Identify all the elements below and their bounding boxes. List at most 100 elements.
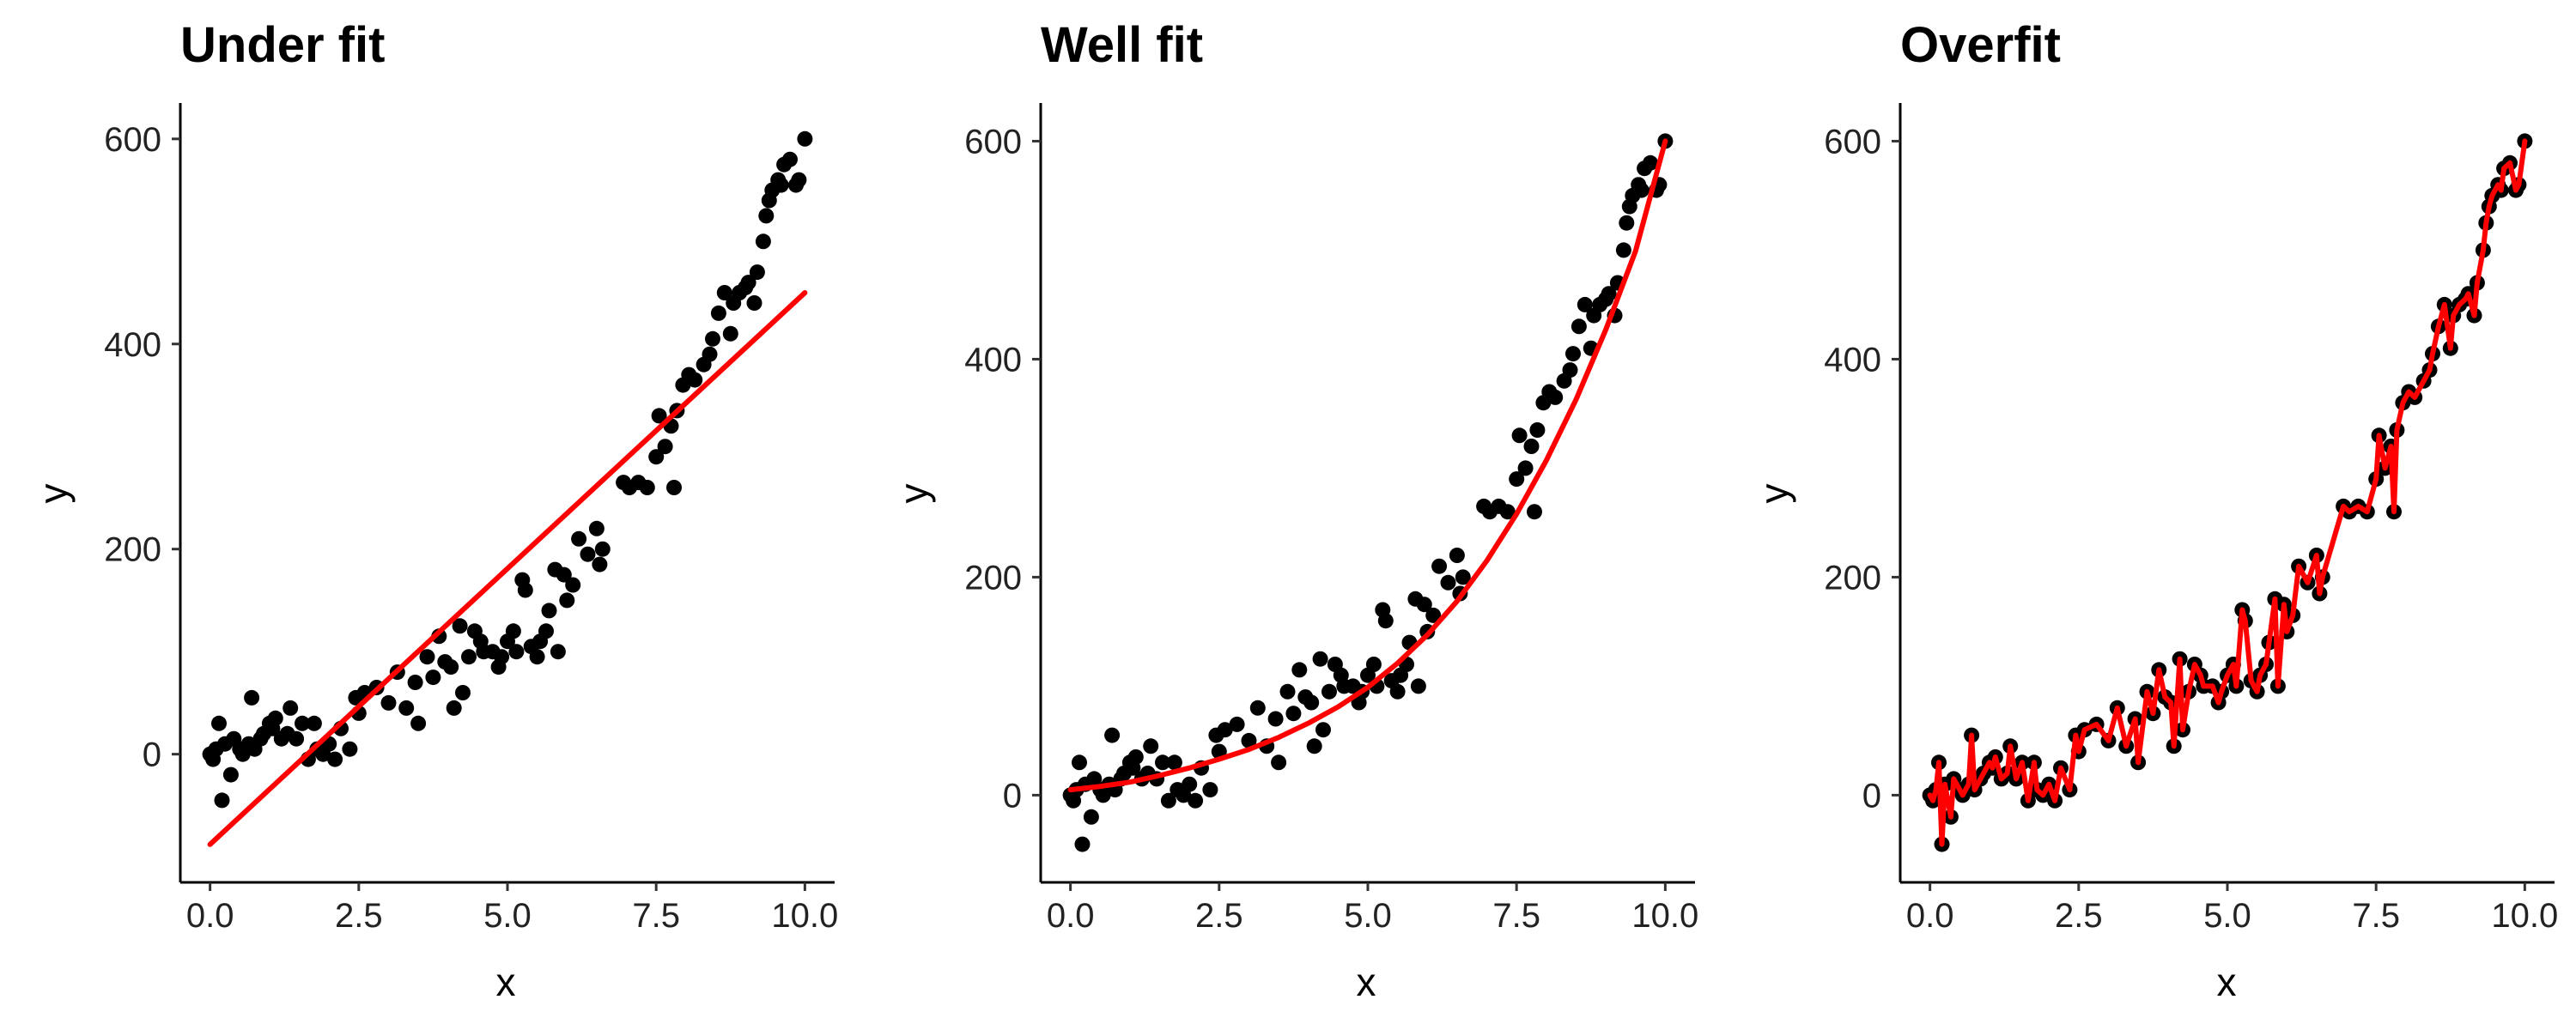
data-point [1565,346,1581,362]
data-point [550,644,566,660]
data-point [1619,215,1635,231]
data-point [1083,809,1099,825]
x-tick-label: 7.5 [2352,897,2400,935]
data-point [1523,439,1540,454]
data-point [541,603,557,619]
data-point [283,700,299,716]
data-point [211,715,227,731]
data-point [1377,613,1394,629]
x-tick-label: 0.0 [1047,897,1095,935]
data-point [1285,706,1302,722]
x-tick-label: 2.5 [1195,897,1243,935]
data-point [425,670,441,686]
data-point [702,346,718,362]
data-point [651,408,667,424]
x-tick-label: 5.0 [2203,897,2251,935]
data-point [559,592,575,609]
data-point [1431,558,1448,574]
panel-under-fit: Under fit y x 0 200 400 600 0.0 2.5 5.0 7.5 10.0 [31,17,838,1004]
data-point [687,372,703,388]
x-tick-label: 7.5 [632,897,680,935]
data-point [214,792,230,809]
data-point [222,766,239,783]
data-point [1449,548,1465,563]
data-point [594,541,611,557]
data-point [446,700,462,716]
data-point [306,715,322,731]
x-tick-label: 0.0 [1906,897,1954,935]
data-point [1312,651,1328,667]
data-point [749,264,765,281]
data-point [494,649,510,665]
y-tick-label: 200 [104,531,161,569]
panel-title: Overfit [1900,17,2061,73]
data-point [1529,422,1546,438]
y-axis-title: y [891,484,936,504]
data-point [1202,782,1218,798]
data-point [461,649,477,665]
data-point [1074,836,1091,852]
data-point [1615,242,1631,258]
data-point [529,649,545,665]
y-tick-label: 400 [1824,341,1881,379]
y-tick-label: 0 [143,736,161,774]
fit-line [1927,138,2528,847]
y-tick-label: 0 [1003,777,1022,815]
x-tick-label: 10.0 [771,897,838,935]
data-point [1217,722,1233,738]
data-point [648,449,665,465]
data-point [508,644,525,660]
data-point [791,172,807,188]
y-tick-label: 0 [1862,777,1881,815]
data-point [1249,700,1266,716]
y-tick-label: 400 [104,326,161,364]
data-point [295,715,310,731]
data-point [657,439,673,455]
data-point [1271,754,1287,771]
data-point [1527,504,1542,520]
x-axis-title: x [1357,960,1376,1004]
panel-title: Under fit [180,17,385,73]
data-point [1188,792,1204,809]
data-point [1127,749,1144,765]
data-point [1229,716,1245,732]
data-point [380,694,397,711]
data-point [1321,683,1337,700]
y-axis-title: y [31,484,76,504]
data-point [244,689,260,706]
plot-area: 0 200 400 600 0.0 2.5 5.0 7.5 10.0 [964,103,1698,935]
y-tick-label: 600 [964,123,1022,161]
data-point [722,325,738,342]
data-point [410,715,427,731]
data-point [1643,154,1658,171]
y-tick-label: 400 [964,341,1022,379]
y-tick-label: 600 [1824,123,1881,161]
y-tick-label: 200 [1824,559,1881,597]
data-point [1633,182,1649,198]
data-point [666,480,682,495]
data-point [1410,678,1426,694]
data-point [588,520,605,536]
data-point [1562,362,1578,379]
data-point [1143,738,1159,754]
data-point [455,685,471,700]
data-point [505,623,521,639]
data-point [755,233,771,250]
data-point [267,710,283,726]
data-point [1440,574,1456,591]
data-point [538,623,554,639]
panel-overfit: Overfit y x 0 200 400 600 0.0 2.5 5.0 7.5 10.0 [1752,17,2558,1004]
points [202,130,813,809]
data-point [1601,286,1617,302]
data-point [1455,569,1471,585]
data-point [740,275,756,291]
y-tick-label: 600 [104,121,161,159]
data-point [710,305,726,321]
x-tick-label: 7.5 [1492,897,1540,935]
data-point [773,177,789,193]
data-point [592,556,608,573]
plot-area: 0 200 400 600 0.0 2.5 5.0 7.5 10.0 [1824,103,2558,935]
data-point [1365,657,1382,672]
data-point [565,577,581,593]
